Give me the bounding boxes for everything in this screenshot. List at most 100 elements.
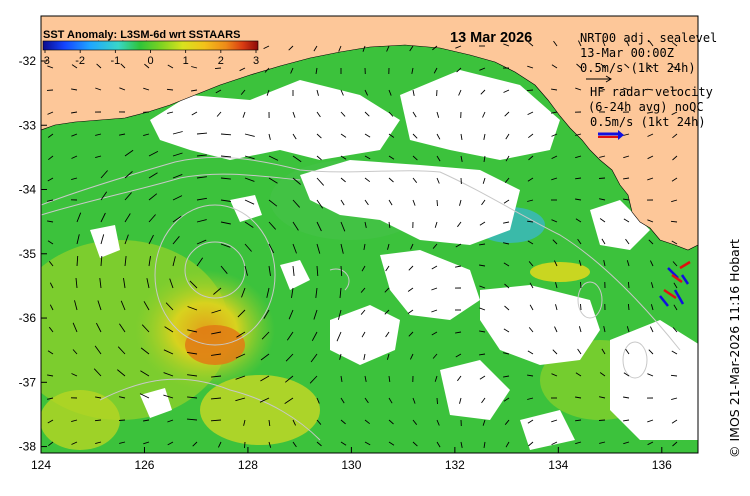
velocity-arrow: [292, 265, 295, 276]
velocity-arrow: [148, 256, 151, 267]
velocity-arrow: [244, 243, 252, 252]
velocity-arrow: [529, 304, 534, 311]
velocity-arrow: [672, 261, 678, 267]
velocity-arrow: [482, 419, 486, 426]
velocity-arrow: [412, 441, 418, 447]
velocity-arrow: [580, 303, 582, 311]
velocity-arrow: [263, 309, 270, 319]
velocity-arrow: [551, 88, 558, 91]
velocity-arrow: [503, 43, 510, 47]
velocity-arrow: [47, 220, 54, 223]
velocity-arrow: [187, 306, 198, 311]
velocity-arrow: [196, 197, 207, 201]
velocity-arrow: [432, 353, 438, 359]
velocity-arrow: [503, 262, 510, 267]
velocity-arrow: [315, 67, 318, 74]
velocity-arrow: [671, 350, 678, 355]
velocity-arrow: [503, 397, 510, 402]
x-tick-label: 134: [548, 458, 568, 472]
velocity-arrow: [284, 397, 294, 404]
velocity-arrow: [211, 353, 222, 356]
sealevel-velocity-arrows: [46, 40, 678, 449]
velocity-arrow: [286, 331, 294, 341]
velocity-arrow: [384, 287, 390, 293]
velocity-arrow: [432, 243, 438, 249]
velocity-arrow: [409, 353, 414, 360]
velocity-arrow: [388, 441, 395, 446]
velocity-arrow: [268, 155, 279, 161]
velocity-arrow: [551, 441, 558, 446]
velocity-arrow: [626, 260, 630, 267]
velocity-arrow: [601, 238, 606, 245]
velocity-arrow: [647, 133, 654, 137]
velocity-arrow: [408, 331, 414, 337]
legend: NRT00 adj. sealevel 13-Mar 00:00Z 0.5m/s…: [580, 31, 717, 140]
velocity-arrow: [527, 374, 534, 377]
velocity-arrow: [143, 441, 150, 445]
velocity-arrow: [364, 177, 371, 183]
velocity-arrow: [364, 199, 369, 206]
velocity-arrow: [627, 303, 630, 311]
velocity-arrow: [575, 372, 582, 377]
velocity-arrow: [412, 133, 418, 139]
velocity-arrow: [338, 45, 342, 52]
velocity-arrow: [74, 300, 78, 311]
velocity-arrow: [196, 239, 207, 245]
velocity-arrow: [340, 265, 343, 277]
velocity-arrow: [220, 221, 231, 225]
velocity-arrow: [47, 374, 54, 377]
velocity-arrow: [187, 396, 198, 399]
colorbar-tick-label: 2: [218, 55, 224, 67]
velocity-arrow: [360, 287, 366, 293]
velocity-arrow: [187, 374, 198, 377]
colorbar-tick-label: -2: [75, 55, 85, 67]
velocity-arrow: [577, 348, 582, 355]
map-field: [41, 16, 698, 453]
velocity-arrow: [388, 133, 395, 138]
velocity-arrow: [316, 419, 322, 425]
velocity-arrow: [626, 326, 630, 333]
velocity-arrow: [148, 214, 156, 223]
velocity-arrow: [47, 397, 54, 400]
velocity-arrow: [647, 219, 654, 223]
velocity-arrow: [95, 155, 102, 159]
velocity-arrow: [647, 373, 654, 377]
velocity-arrow: [100, 234, 105, 245]
velocity-arrow: [551, 111, 558, 114]
velocity-arrow: [481, 199, 486, 206]
velocity-arrow: [237, 309, 246, 318]
velocity-arrow: [407, 309, 414, 314]
velocity-arrow: [436, 419, 440, 426]
velocity-arrow: [172, 195, 183, 201]
velocity-arrow: [552, 349, 558, 355]
velocity-arrow: [220, 243, 231, 248]
velocity-arrow: [554, 326, 558, 333]
velocity-arrow: [47, 199, 54, 202]
velocity-arrow: [169, 278, 174, 289]
velocity-arrow: [163, 372, 174, 377]
velocity-arrow: [650, 282, 654, 289]
velocity-arrow: [598, 177, 606, 179]
velocity-arrow: [482, 111, 486, 118]
velocity-arrow: [93, 368, 102, 377]
velocity-arrow: [263, 45, 270, 50]
velocity-arrow: [647, 111, 654, 114]
velocity-arrow: [117, 346, 126, 355]
velocity-arrow: [167, 64, 174, 69]
velocity-arrow: [384, 309, 390, 315]
sst-patch: [41, 390, 120, 450]
velocity-arrow: [310, 353, 318, 363]
velocity-arrow: [339, 287, 342, 299]
velocity-arrow: [602, 40, 606, 47]
velocity-arrow: [625, 348, 630, 355]
velocity-arrow: [551, 177, 558, 181]
arrowhead-icon: [605, 75, 612, 83]
hf-radar-vectors: [659, 260, 691, 307]
velocity-arrow: [623, 441, 630, 445]
velocity-arrow: [412, 419, 418, 425]
velocity-arrow: [48, 261, 54, 267]
velocity-arrow: [292, 133, 297, 140]
velocity-arrow: [47, 350, 54, 355]
velocity-arrow: [385, 265, 390, 272]
velocity-arrow: [48, 155, 54, 161]
